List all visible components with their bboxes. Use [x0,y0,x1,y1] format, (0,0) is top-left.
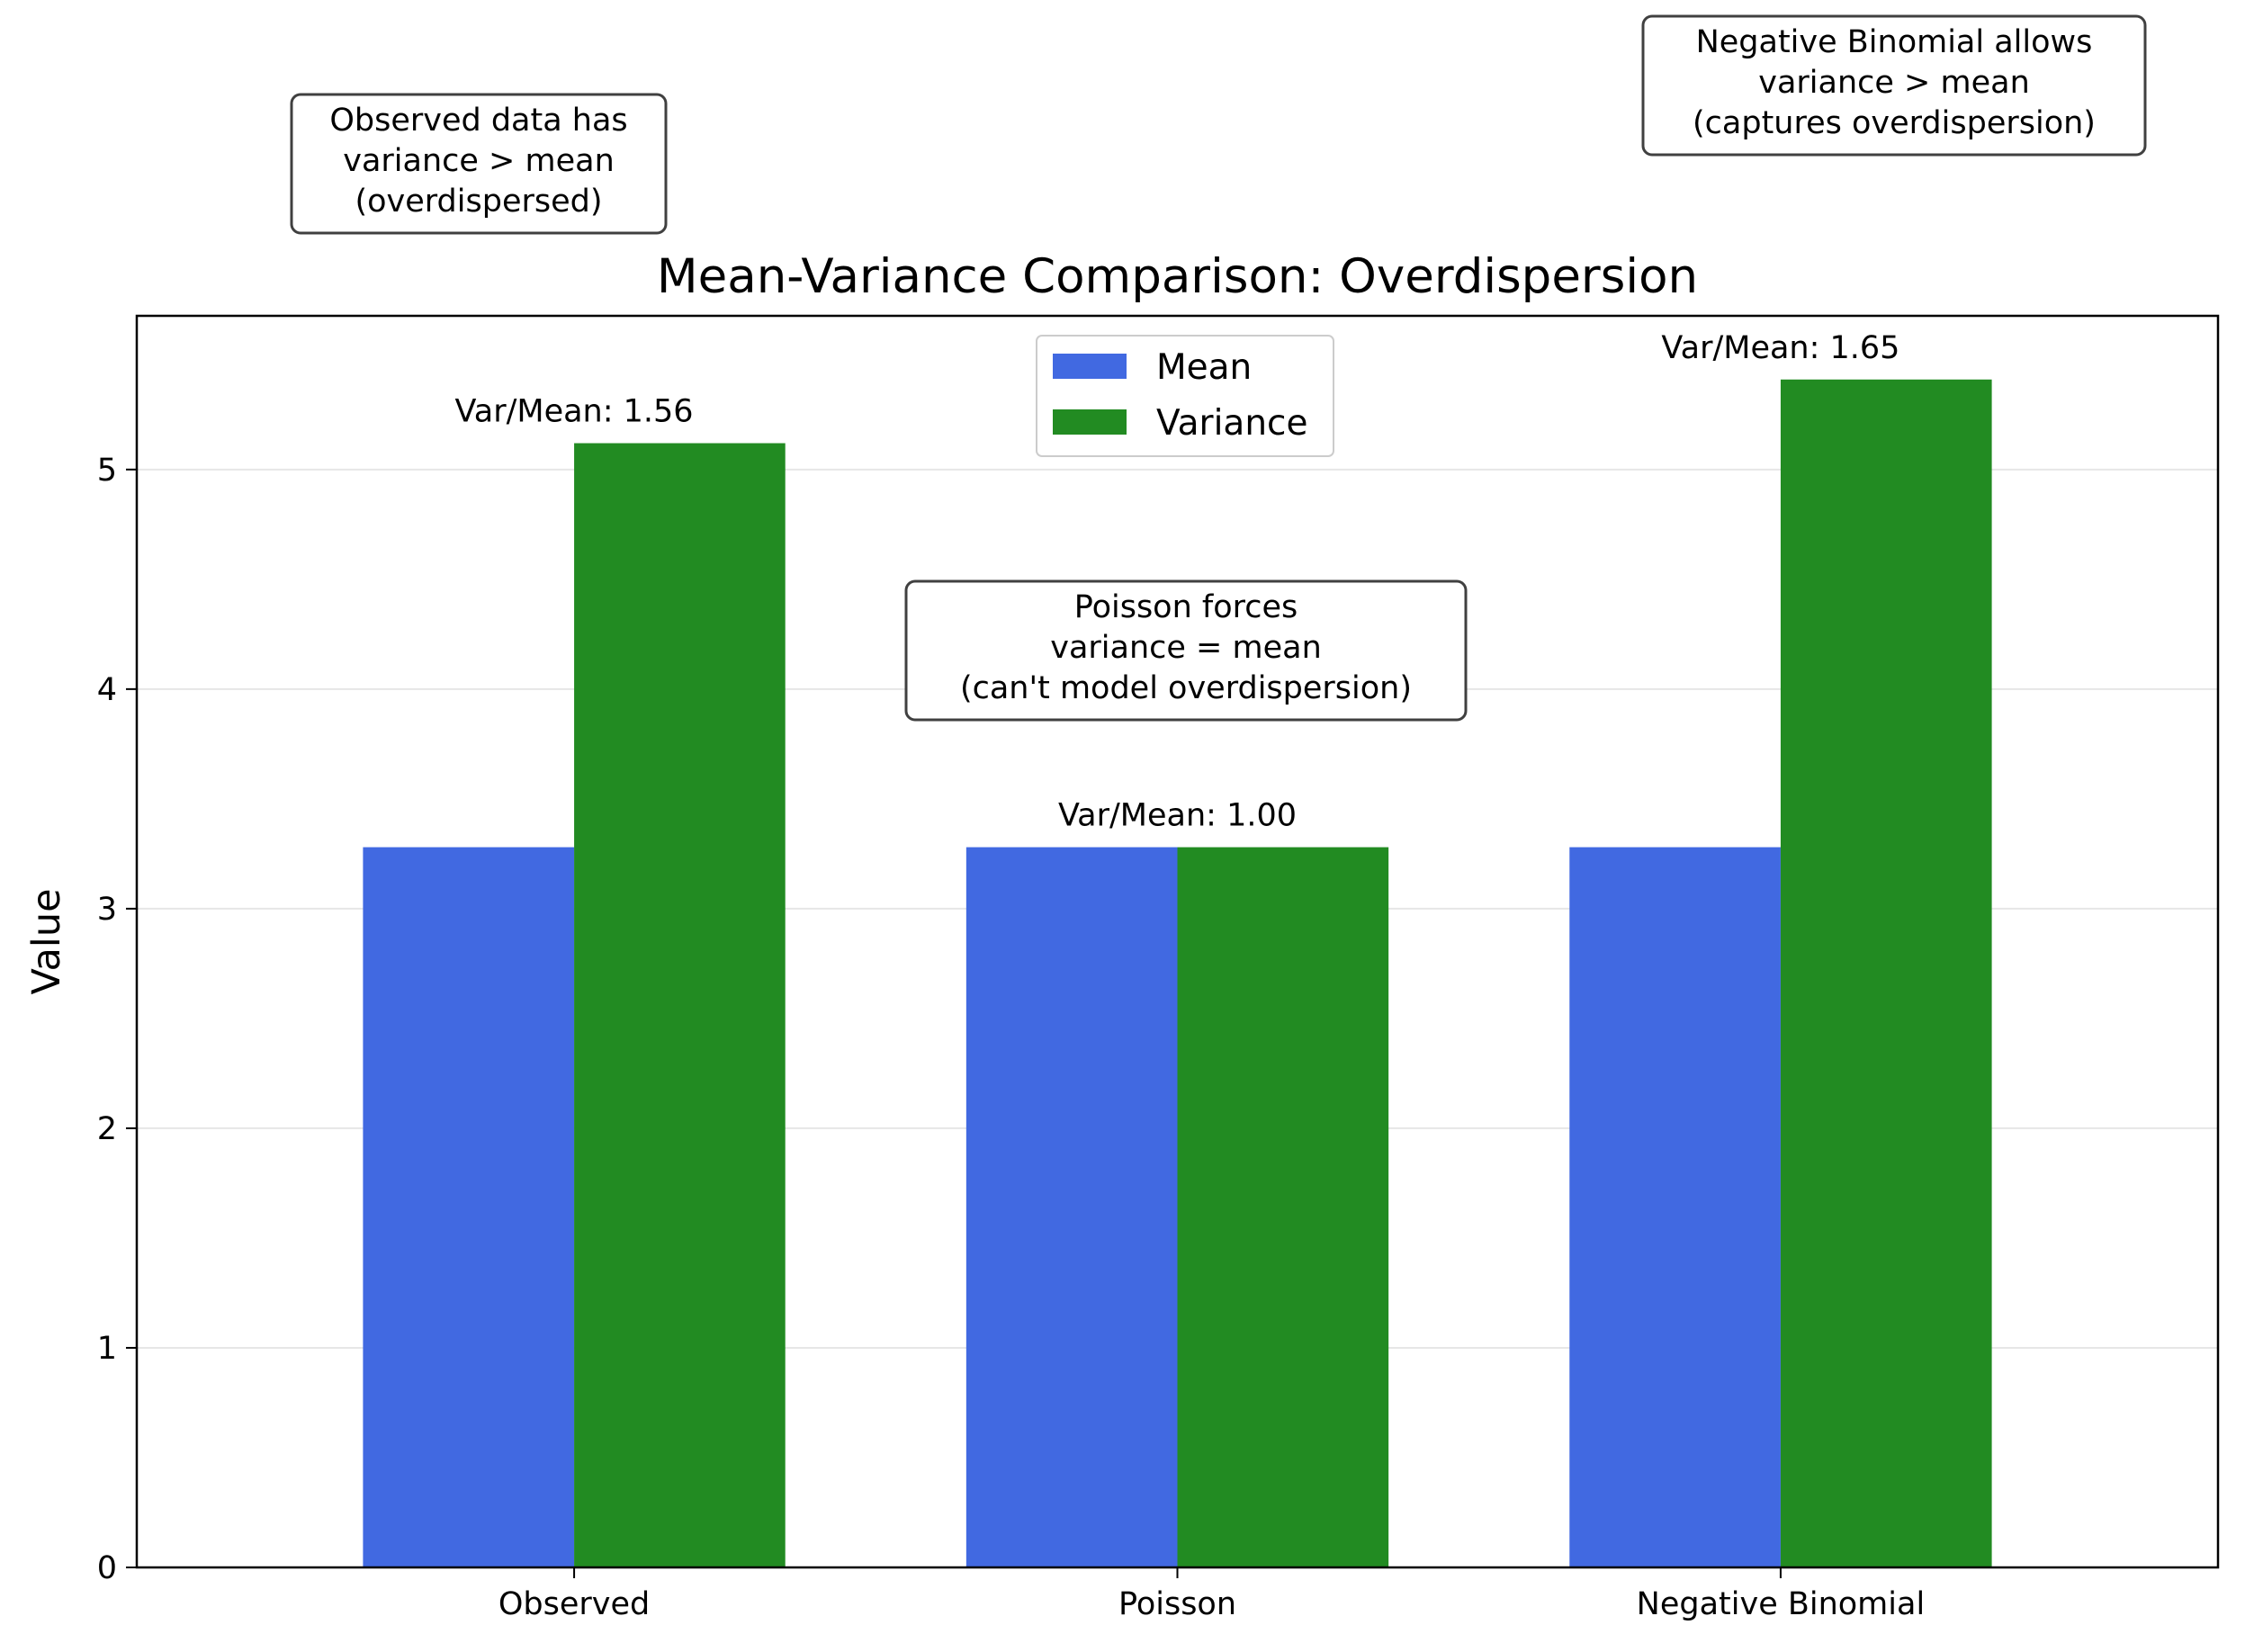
annotation-line: Poisson forces [1074,589,1298,625]
annotation-line: Negative Binomial allows [1696,24,2093,60]
bar-value-labels: Var/Mean: 1.56 Var/Mean: 1.00 Var/Mean: 1.… [455,330,1900,834]
annotation-line: variance > mean [343,143,615,179]
annotation-line: (overdispersed) [355,184,602,220]
bar-value-label: Var/Mean: 1.00 [1058,798,1297,834]
x-tick-label: Poisson [1118,1586,1236,1622]
chart-title: Mean-Variance Comparison: Overdispersion [657,249,1698,304]
legend-swatch-mean [1053,354,1127,379]
bar-variance-observed [574,443,786,1568]
annotation-negative-binomial: Negative Binomial allows variance > mean… [1641,14,2147,157]
annotation-line: (can't model overdispersion) [960,670,1412,706]
legend: Mean Variance [1036,335,1334,457]
annotation-line: variance > mean [1758,65,2030,101]
y-tick-label: 1 [97,1331,117,1367]
y-tick-label: 4 [97,672,117,708]
annotation-line: Observed data has [329,103,627,139]
bar-mean-poisson [965,847,1178,1567]
annotation-observed: Observed data has variance > mean (overd… [290,93,668,235]
bar-variance-poisson [1177,847,1389,1567]
bar-variance-negative-binomial [1780,379,1992,1568]
bars [363,379,1992,1568]
legend-swatch-variance [1053,409,1127,435]
bar-mean-observed [363,847,575,1567]
y-tick-label: 2 [97,1111,117,1147]
axis-ticks: 0 1 2 3 4 5 Observed Poisson Negative Binomial [97,453,1925,1622]
annotation-line: variance = mean [1050,630,1322,666]
bar-mean-negative-binomial [1569,847,1781,1567]
y-tick-label: 0 [97,1550,117,1586]
bar-value-label: Var/Mean: 1.56 [455,394,694,430]
x-tick-label: Observed [498,1586,650,1622]
y-tick-label: 3 [97,892,117,928]
legend-label-mean: Mean [1156,347,1252,388]
x-tick-label: Negative Binomial [1637,1586,1926,1622]
bar-value-label: Var/Mean: 1.65 [1661,330,1899,366]
y-tick-label: 5 [97,453,117,489]
legend-label-variance: Variance [1156,403,1307,444]
annotation-poisson: Poisson forces variance = mean (can't mo… [904,579,1468,722]
y-axis-label: Value [24,888,69,994]
annotation-line: (captures overdispersion) [1693,105,2096,141]
